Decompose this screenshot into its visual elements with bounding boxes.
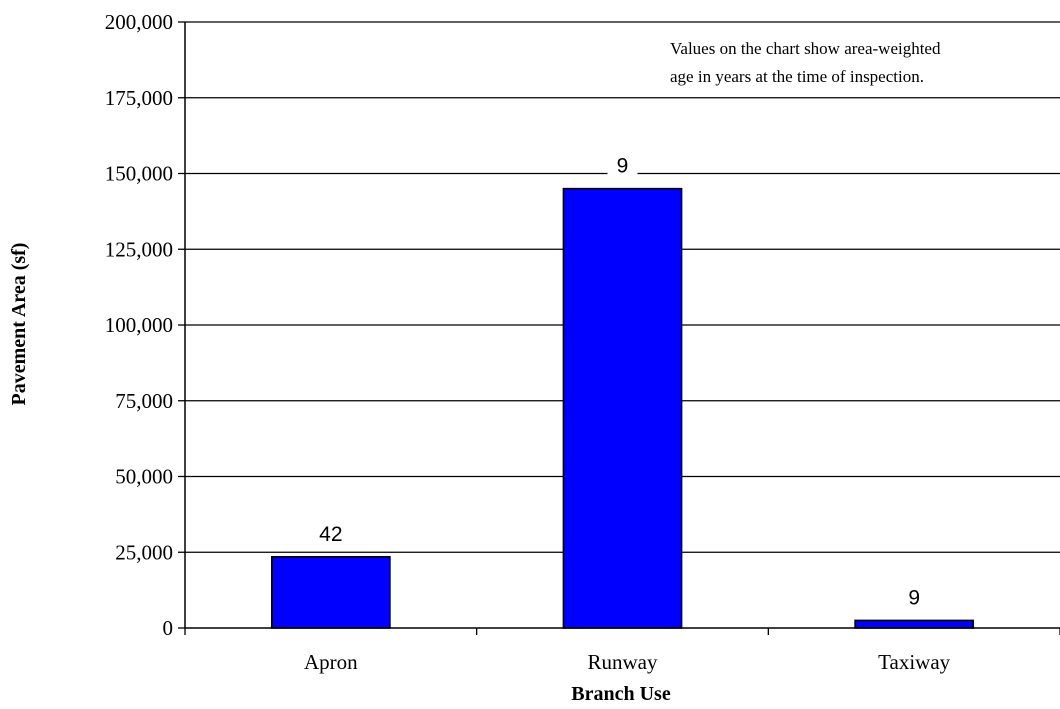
y-tick-label: 125,000 [105, 237, 173, 261]
y-tick-label: 200,000 [105, 10, 173, 34]
data-label: 42 [319, 523, 342, 546]
data-label-background [899, 583, 930, 610]
data-label: 9 [908, 586, 920, 609]
y-tick-labels: 0 25,000 50,000 75,000 100,000 125,000 150,000… [105, 10, 173, 640]
bar-runway [562, 187, 683, 629]
y-tick-label: 175,000 [105, 86, 173, 110]
x-category-label: Taxiway [878, 650, 951, 674]
data-labels: 42 9 9 [309, 151, 930, 610]
y-tick-label: 100,000 [105, 313, 173, 337]
x-category-label: Apron [304, 650, 358, 674]
y-tick-label: 0 [163, 616, 174, 640]
axes [178, 21, 1060, 635]
bars [270, 187, 975, 629]
x-category-label: Runway [588, 650, 658, 674]
bar-taxiway [854, 619, 975, 629]
x-category-labels: Apron Runway Taxiway [304, 650, 951, 674]
data-label: 9 [617, 155, 629, 178]
bar-apron [270, 555, 391, 629]
y-tick-label: 50,000 [115, 465, 173, 489]
annotation-line-2: age in years at the time of inspection. [670, 67, 924, 86]
y-tick-label: 25,000 [115, 540, 173, 564]
data-label-background [607, 151, 638, 178]
note-box [668, 33, 1060, 93]
x-axis-title: Branch Use [571, 683, 671, 705]
data-label-background [309, 519, 352, 546]
y-tick-label: 150,000 [105, 162, 173, 186]
y-axis-title: Pavement Area (sf) [8, 243, 30, 406]
y-tick-label: 75,000 [115, 389, 173, 413]
annotation-line-1: Values on the chart show area-weighted [670, 39, 941, 58]
